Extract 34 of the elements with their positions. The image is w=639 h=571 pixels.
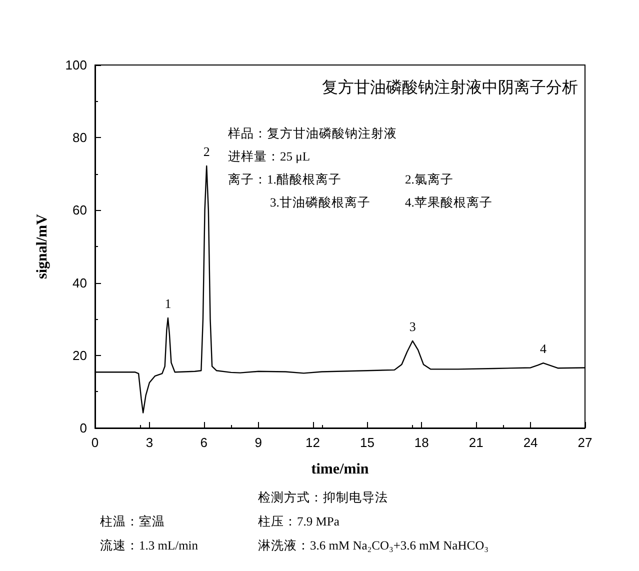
text: 柱温：室温 (100, 514, 165, 528)
annotation: 4.苹果酸根离子 (405, 194, 492, 210)
x-tick-label: 24 (523, 435, 538, 450)
annotation: 1 (164, 296, 172, 312)
x-tick-label: 18 (414, 435, 429, 450)
x-tick-label: 15 (360, 435, 374, 450)
y-tick-label: 20 (72, 348, 87, 363)
y-axis-title: signal/mV (34, 214, 50, 280)
y-tick-label: 40 (72, 275, 87, 290)
text: 淋洗液：3.6 mM Na₂CO₃+3.6 mM NaHCO₃ (258, 538, 488, 552)
annotation: 3 (409, 318, 416, 334)
y-tick-label: 80 (72, 130, 87, 146)
y-tick-label: 0 (80, 420, 87, 436)
x-tick-label: 3 (146, 435, 154, 450)
annotation: 4 (540, 341, 548, 356)
y-tick-label: 60 (72, 202, 87, 218)
x-axis-title: time/min (311, 462, 370, 478)
text: 复方甘油磷酸钠注射液中阴离子分析 (322, 78, 578, 96)
annotation: 2.氯离子 (405, 172, 454, 186)
text: 检测方式：抑制电导法 (258, 490, 388, 504)
x-tick-label: 6 (200, 435, 208, 450)
text: 柱压：7.9 MPa (258, 514, 340, 528)
annotation: 2 (203, 144, 210, 159)
y-tick-label: 100 (65, 58, 87, 72)
x-tick-label: 27 (578, 435, 592, 450)
annotation: 进样量：25 μL (228, 150, 310, 164)
x-tick-label: 21 (468, 435, 484, 450)
text: 流速：1.3 mL/min (100, 538, 199, 552)
annotation: 3.甘油磷酸根离子 (270, 194, 370, 210)
x-tick-label: 12 (306, 435, 320, 450)
x-tick-label: 9 (254, 435, 262, 450)
annotation: 样品：复方甘油磷酸钠注射液 (228, 126, 397, 140)
x-tick-label: 0 (91, 435, 99, 450)
annotation: 离子：1.醋酸根离子 (228, 172, 342, 186)
